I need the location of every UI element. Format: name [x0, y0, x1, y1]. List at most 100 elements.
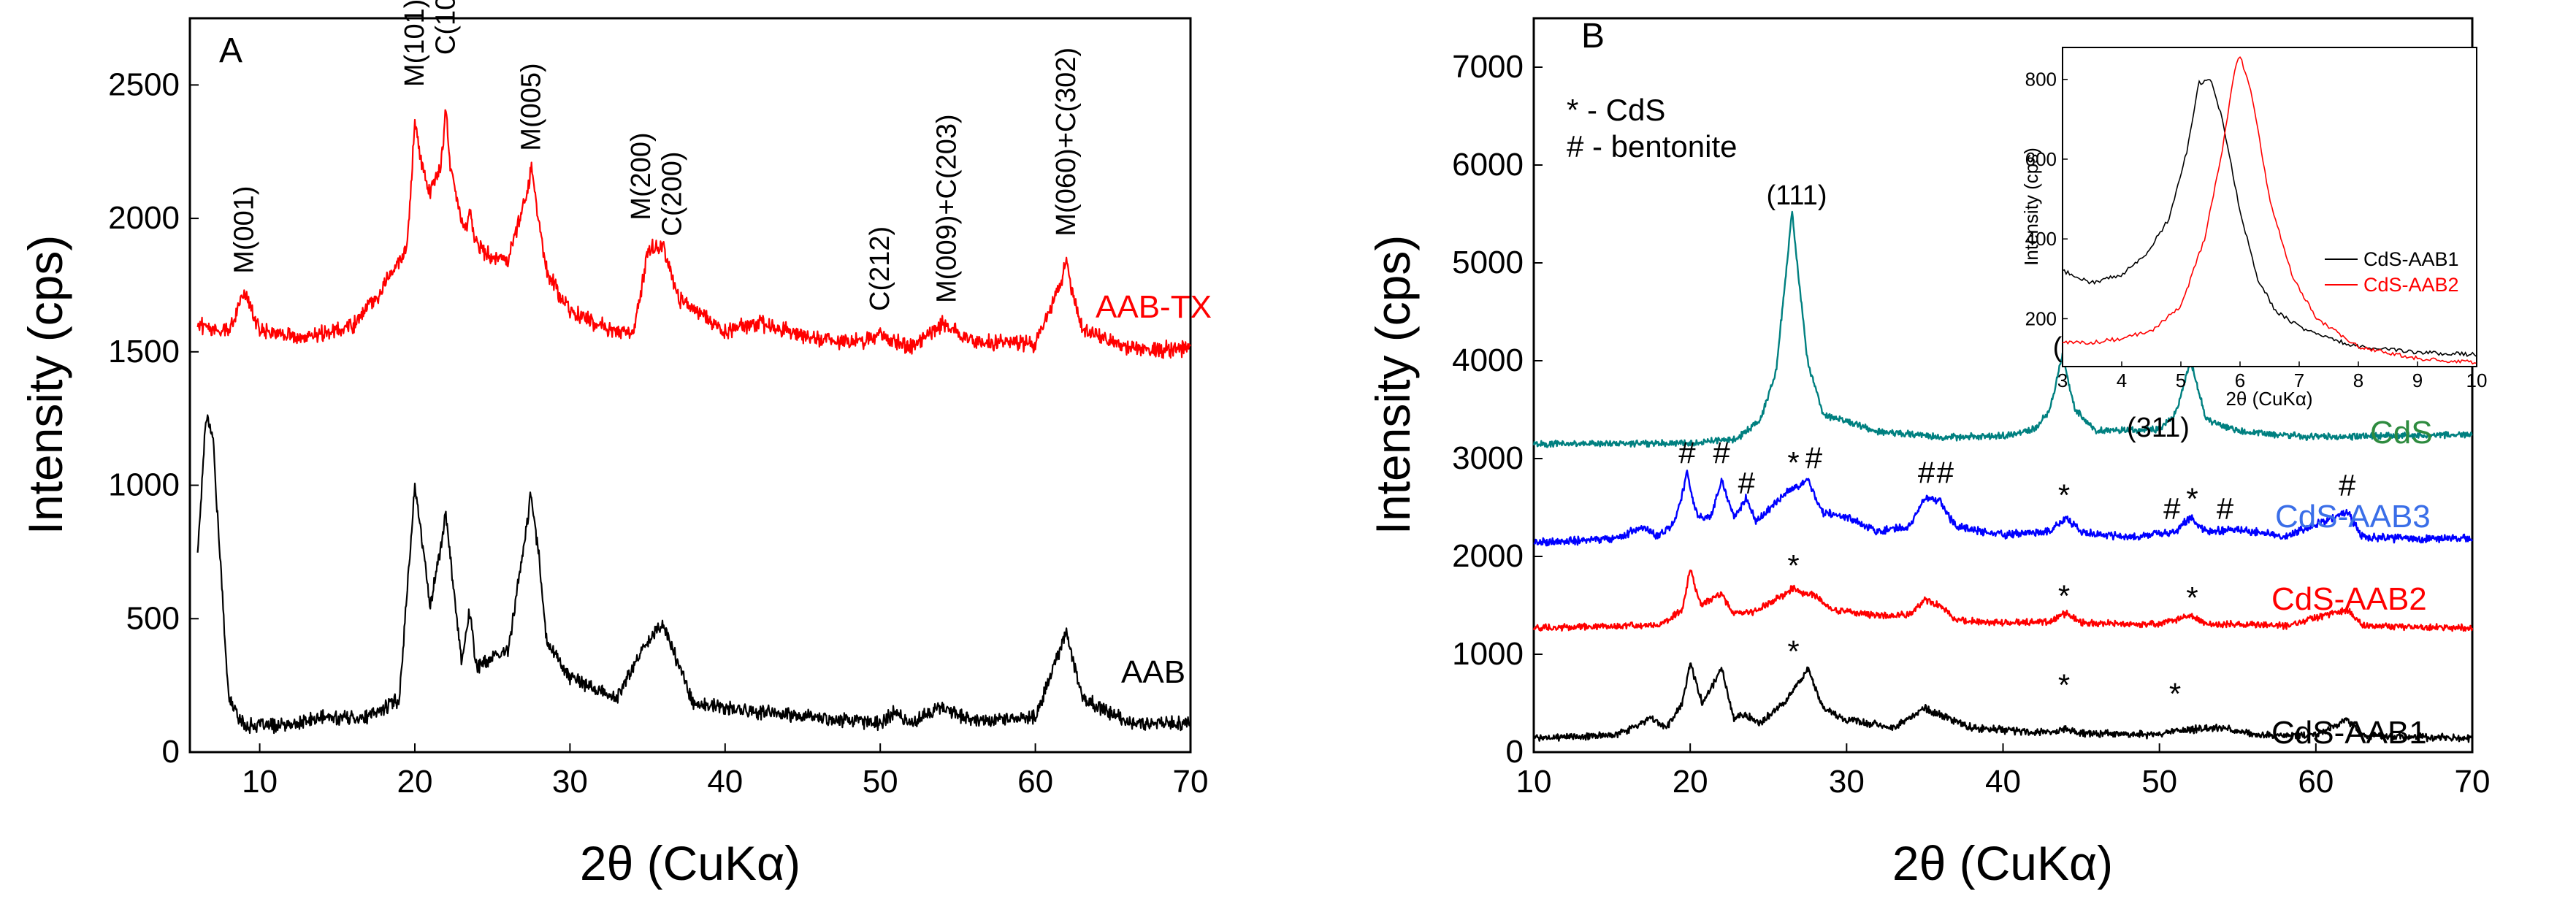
inset-x-title: 2θ (CuKα)	[2225, 388, 2312, 410]
inset-series-line-cds-aab2	[2062, 55, 2477, 365]
peak-annotation: C(212)	[865, 226, 895, 311]
bentonite-marker: #	[2163, 491, 2181, 526]
y-tick-label: 3000	[1452, 440, 1524, 476]
y-tick-label: 2000	[108, 200, 180, 236]
y-tick-label: 500	[126, 600, 180, 636]
inset-frame	[2062, 47, 2477, 367]
bentonite-marker: #	[1937, 456, 1954, 490]
x-tick-label: 30	[1829, 764, 1865, 800]
series-line-cds-aab1	[1533, 662, 2474, 743]
x-tick-label: 10	[1516, 764, 1552, 800]
cds-marker: *	[1787, 635, 1799, 669]
bentonite-marker: #	[1713, 436, 1730, 470]
inset-legend-cds-aab2: CdS-AAB2	[2363, 274, 2459, 296]
peak-annotation: M(101)	[400, 0, 430, 87]
y-tick-label: 1500	[108, 334, 180, 369]
y-axis-title-b: Intensity (cps)	[1366, 235, 1420, 535]
peak-annotation: M(200)	[626, 132, 657, 220]
y-tick-label: 1000	[1452, 636, 1524, 672]
series-label-aab: AAB	[1121, 654, 1185, 690]
cds-marker: *	[2058, 667, 2070, 702]
cds-marker: *	[2058, 478, 2070, 512]
hkl-label-311: (311)	[2127, 413, 2190, 443]
series-line-aab	[196, 414, 1192, 735]
series-label-cds-aab1: CdS-AAB1	[2271, 715, 2427, 751]
inset-y-title: Intensity (cps)	[2020, 148, 2042, 266]
series-line-cds-aab2	[1532, 569, 2474, 632]
plot-frame-a	[188, 17, 1192, 754]
x-tick-label: 30	[552, 764, 588, 800]
y-tick-label: 5000	[1452, 245, 1524, 280]
inset-x-tick-label: 10	[2466, 369, 2488, 391]
peak-annotation: M(001)	[229, 185, 259, 273]
peak-annotation: M(009)+C(203)	[932, 114, 963, 303]
x-tick-label: 70	[1173, 764, 1209, 800]
bentonite-marker: #	[1918, 456, 1935, 490]
inset-y-tick-label: 800	[2025, 69, 2057, 91]
inset-y-tick-label: 200	[2025, 307, 2057, 329]
peak-annotation: M(060)+C(302)	[1051, 47, 1082, 237]
inset-x-tick-label: 6	[2235, 369, 2245, 391]
y-tick-label: 0	[162, 734, 180, 770]
bentonite-marker: #	[2339, 468, 2356, 502]
peak-annotation: M(005)	[516, 63, 546, 150]
cds-marker: *	[2186, 482, 2198, 516]
series-label-cds-aab3: CdS-AAB3	[2275, 499, 2431, 535]
x-tick-label: 70	[2455, 764, 2491, 800]
x-tick-label: 40	[1985, 764, 2021, 800]
chart-panel-b: B 0 1000 2000 3000 4000 5000 6000 7000 10 20 30 40…	[1366, 17, 2490, 890]
inset-x-tick-label: 4	[2117, 369, 2127, 391]
inset-x-tick-label: 8	[2353, 369, 2363, 391]
bentonite-marker: #	[1738, 466, 1756, 500]
x-tick-label: 20	[397, 764, 433, 800]
peak-annotation: C(101)	[431, 0, 462, 55]
bentonite-marker: #	[1678, 436, 1696, 470]
x-tick-label: 50	[863, 764, 898, 800]
inset-x-tick-label: 5	[2176, 369, 2186, 391]
x-tick-label: 50	[2141, 764, 2177, 800]
series-label-cds-aab2: CdS-AAB2	[2271, 581, 2427, 617]
cds-marker: *	[2058, 578, 2070, 613]
inset-y-tick-label: 600	[2025, 148, 2057, 170]
y-tick-label: 2000	[1452, 538, 1524, 574]
y-tick-label: 1000	[108, 467, 180, 503]
inset-y-tick-label: 400	[2025, 228, 2057, 250]
x-axis-title-a: 2θ (CuKα)	[580, 836, 800, 890]
bentonite-marker: #	[1805, 440, 1823, 475]
cds-marker: *	[1787, 445, 1799, 480]
x-tick-label: 10	[242, 764, 278, 800]
series-line-cds	[1532, 210, 2473, 448]
inset-x-tick-label: 7	[2294, 369, 2304, 391]
peak-annotation: C(200)	[657, 151, 688, 236]
series-line-aab-tx	[196, 109, 1191, 359]
chart-panel-a: A 0 500 1000 1500 2000 2500 10 20 30 40 50 60 70 M(…	[18, 0, 1212, 890]
x-tick-label: 60	[2298, 764, 2334, 800]
x-tick-label: 20	[1673, 764, 1708, 800]
cds-marker: *	[1787, 548, 1799, 583]
inset-series-line-cds-aab1	[2062, 79, 2477, 357]
series-label-cds: CdS	[2370, 415, 2433, 451]
inset-chart: 200 400 600 800 3 4 5 6 7 8 9 10 Intensity (cps) 2…	[2020, 47, 2487, 410]
cds-marker: *	[2186, 581, 2198, 615]
y-tick-label: 2500	[108, 66, 180, 102]
x-tick-label: 40	[707, 764, 743, 800]
bentonite-marker: #	[2217, 491, 2234, 526]
series-label-aab-tx: AAB-TX	[1096, 289, 1212, 325]
panel-label-a: A	[219, 31, 242, 70]
y-tick-label: 4000	[1452, 342, 1524, 378]
legend-text-cds: * - CdS	[1567, 93, 1665, 127]
series-line-cds-aab3	[1533, 470, 2474, 547]
hkl-label-111: (111)	[1766, 180, 1827, 211]
cds-marker: *	[2169, 676, 2181, 710]
x-axis-title-b: 2θ (CuKα)	[1892, 836, 2113, 890]
inset-x-tick-label: 9	[2412, 369, 2423, 391]
y-tick-label: 7000	[1452, 49, 1524, 85]
y-tick-label: 0	[1506, 734, 1524, 770]
y-axis-title-a: Intensity (cps)	[18, 235, 72, 535]
y-tick-label: 6000	[1452, 147, 1524, 183]
inset-legend-cds-aab1: CdS-AAB1	[2363, 248, 2459, 270]
x-tick-label: 60	[1017, 764, 1053, 800]
inset-x-tick-label: 3	[2057, 369, 2068, 391]
legend-text-bentonite: # - bentonite	[1567, 129, 1738, 164]
